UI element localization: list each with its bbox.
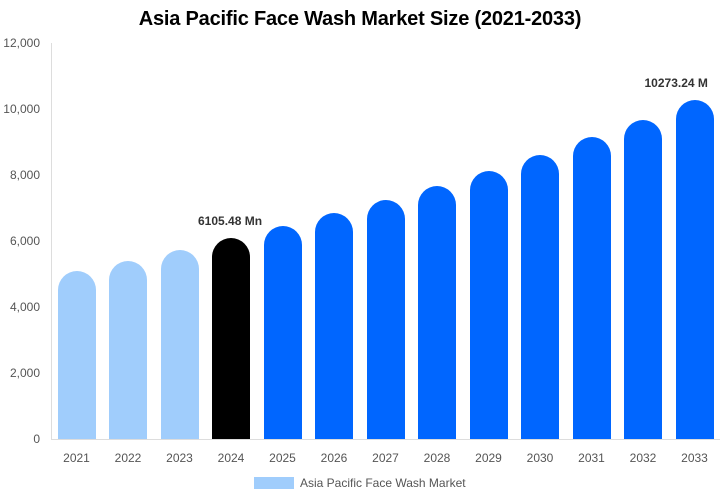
bar-2022[interactable] [109, 260, 147, 439]
legend-label: Asia Pacific Face Wash Market [300, 476, 466, 490]
bar-2032[interactable] [624, 120, 662, 439]
bar-2031[interactable] [572, 137, 611, 439]
x-tick-label: 2021 [63, 451, 90, 465]
bar-2028[interactable] [418, 186, 456, 439]
bar-2023[interactable] [160, 249, 199, 439]
y-tick-label: 10,000 [3, 102, 40, 116]
y-tick-label: 0 [33, 432, 40, 446]
bar-2024[interactable] [212, 237, 250, 439]
y-tick-label: 2,000 [9, 366, 40, 380]
bar-2029[interactable] [469, 171, 508, 439]
x-tick-label: 2022 [114, 451, 142, 465]
x-tick-label: 2032 [629, 451, 657, 465]
y-axis-line [51, 43, 52, 439]
legend[interactable]: Asia Pacific Face Wash Market [254, 476, 466, 490]
x-tick-label: 2030 [526, 451, 554, 465]
x-tick-label: 2023 [166, 451, 193, 465]
bar-2027[interactable] [366, 200, 405, 439]
x-tick-label: 2024 [217, 451, 245, 465]
bar-2030[interactable] [521, 155, 559, 439]
bar-2026[interactable] [315, 213, 353, 439]
y-tick-label: 4,000 [9, 300, 40, 314]
x-tick-label: 2027 [372, 451, 399, 465]
legend-swatch [254, 477, 294, 489]
y-tick-label: 12,000 [3, 36, 40, 50]
x-tick-label: 2026 [320, 451, 348, 465]
chart-title: Asia Pacific Face Wash Market Size (2021… [138, 8, 582, 30]
data-label-2033: 10273.24 M [644, 75, 708, 90]
x-axis-line [51, 439, 720, 440]
y-tick-label: 8,000 [9, 168, 40, 182]
y-tick-label: 6,000 [9, 234, 40, 248]
x-tick-label: 2028 [423, 451, 451, 465]
bar-2021[interactable] [57, 270, 96, 439]
x-tick-label: 2025 [269, 451, 296, 465]
data-label-2024: 6105.48 Mn [198, 213, 263, 228]
x-tick-label: 2033 [681, 451, 708, 465]
x-tick-label: 2029 [475, 451, 502, 465]
bar-2025[interactable] [263, 226, 302, 439]
bar-2033[interactable] [675, 99, 714, 439]
x-tick-label: 2031 [578, 451, 605, 465]
